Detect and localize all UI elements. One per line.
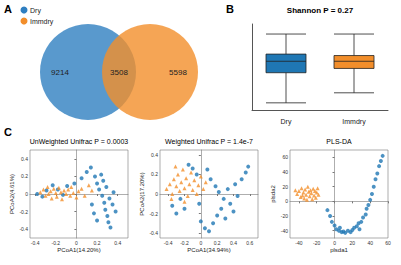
svg-text:C: C bbox=[4, 126, 12, 138]
svg-text:plsda1: plsda1 bbox=[330, 247, 348, 253]
svg-text:40: 40 bbox=[282, 169, 288, 175]
svg-text:0: 0 bbox=[285, 198, 288, 204]
svg-text:3508: 3508 bbox=[110, 68, 128, 77]
svg-text:Shannon P = 0.27: Shannon P = 0.27 bbox=[287, 6, 354, 15]
svg-text:0.4: 0.4 bbox=[230, 240, 237, 246]
svg-text:B: B bbox=[226, 3, 234, 15]
svg-text:0.2: 0.2 bbox=[94, 240, 101, 246]
svg-text:-0.2: -0.2 bbox=[51, 240, 60, 246]
svg-text:Weighted Unifrac P = 1.4e-7: Weighted Unifrac P = 1.4e-7 bbox=[165, 138, 253, 146]
svg-text:0.4: 0.4 bbox=[21, 156, 28, 162]
svg-text:-40: -40 bbox=[295, 240, 302, 246]
svg-text:A: A bbox=[4, 3, 12, 15]
svg-text:PCoA1(34.94%): PCoA1(34.94%) bbox=[187, 247, 230, 253]
svg-text:0.4: 0.4 bbox=[151, 152, 158, 158]
svg-text:Immdry: Immdry bbox=[342, 118, 366, 126]
svg-text:Dry: Dry bbox=[30, 7, 41, 15]
svg-text:PLS-DA: PLS-DA bbox=[326, 138, 352, 145]
svg-text:20: 20 bbox=[282, 184, 288, 190]
svg-text:20: 20 bbox=[350, 240, 356, 246]
svg-text:9214: 9214 bbox=[51, 68, 69, 77]
svg-text:0: 0 bbox=[75, 240, 78, 246]
svg-text:Dry: Dry bbox=[281, 118, 292, 126]
svg-text:-0.4: -0.4 bbox=[149, 230, 158, 236]
svg-text:-0.4: -0.4 bbox=[31, 240, 40, 246]
svg-text:40: 40 bbox=[367, 240, 373, 246]
svg-text:-40: -40 bbox=[281, 228, 288, 234]
svg-text:PCoA2(4.61%): PCoA2(4.61%) bbox=[9, 174, 15, 214]
svg-text:60: 60 bbox=[385, 240, 391, 246]
svg-text:60: 60 bbox=[282, 154, 288, 160]
svg-text:plsda2: plsda2 bbox=[270, 185, 276, 203]
svg-text:-20: -20 bbox=[313, 240, 320, 246]
svg-text:0: 0 bbox=[155, 191, 158, 197]
svg-text:0: 0 bbox=[333, 240, 336, 246]
svg-text:0.2: 0.2 bbox=[151, 171, 158, 177]
svg-text:UnWeighted Unifrac P = 0.0003: UnWeighted Unifrac P = 0.0003 bbox=[30, 138, 128, 146]
svg-text:PCoA2(17.20%): PCoA2(17.20%) bbox=[139, 172, 145, 215]
svg-text:0.2: 0.2 bbox=[21, 173, 28, 179]
svg-text:-20: -20 bbox=[281, 213, 288, 219]
svg-text:0: 0 bbox=[25, 191, 28, 197]
svg-text:-0.2: -0.2 bbox=[19, 209, 28, 215]
svg-text:Immdry: Immdry bbox=[30, 18, 54, 26]
svg-text:0.4: 0.4 bbox=[114, 240, 121, 246]
svg-text:0.2: 0.2 bbox=[214, 240, 221, 246]
svg-text:-0.4: -0.4 bbox=[19, 226, 28, 232]
svg-text:-0.2: -0.2 bbox=[180, 240, 189, 246]
svg-text:0: 0 bbox=[199, 240, 202, 246]
svg-text:PCoA1(14.20%): PCoA1(14.20%) bbox=[57, 247, 100, 253]
svg-text:-0.2: -0.2 bbox=[149, 211, 158, 217]
svg-text:0.6: 0.6 bbox=[246, 240, 253, 246]
svg-text:-0.4: -0.4 bbox=[164, 240, 173, 246]
svg-text:5598: 5598 bbox=[169, 68, 187, 77]
